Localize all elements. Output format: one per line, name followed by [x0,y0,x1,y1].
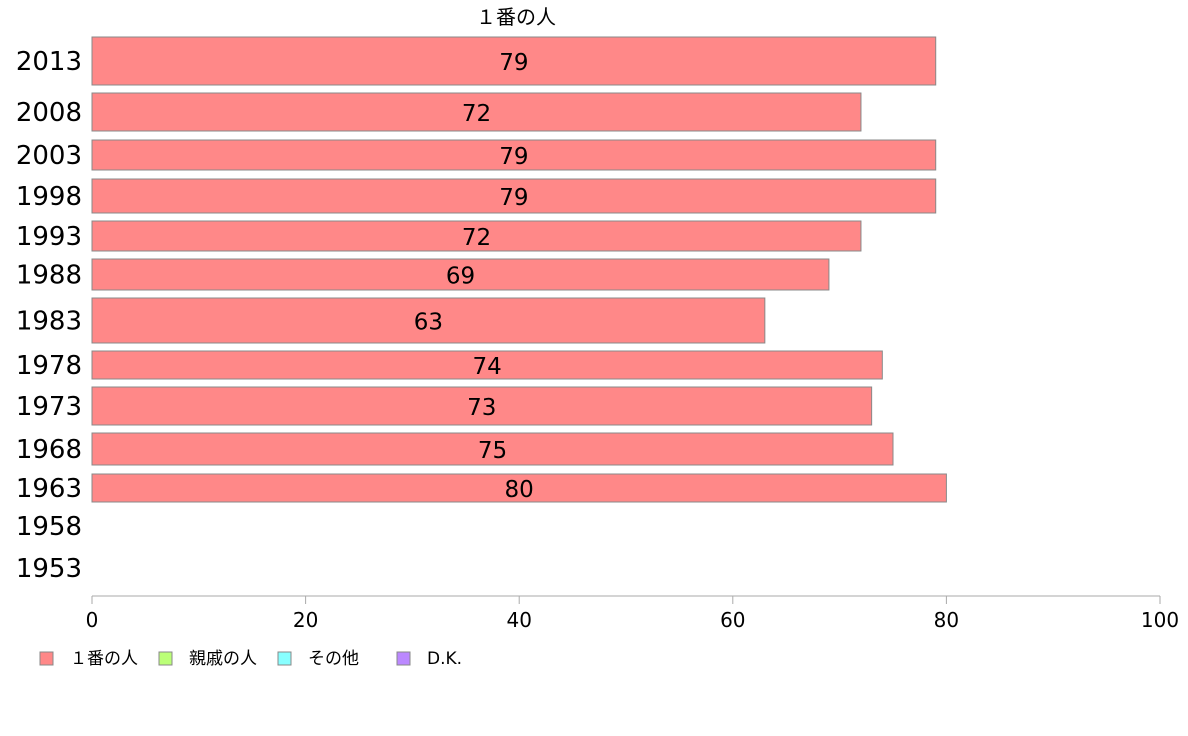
bar [91,92,862,132]
category-label: 2008 [16,98,82,128]
data-label: 79 [499,185,528,211]
data-label: 73 [467,395,496,421]
legend: １番の人 親戚の人 その他 D.K. [39,649,462,669]
x-tick-label: 40 [506,608,531,632]
data-label: 74 [473,354,502,380]
legend-swatch [158,651,173,666]
x-tick-label: 60 [720,608,745,632]
data-label: 80 [505,477,534,503]
category-label: 1983 [16,307,82,337]
data-label: 63 [414,310,443,336]
x-tick-label: 20 [293,608,318,632]
data-label: 72 [462,101,491,127]
x-tick-label: 0 [86,608,99,632]
bar [91,36,937,86]
x-tick-label: 80 [934,608,959,632]
bar [91,220,862,252]
data-label: 72 [462,225,491,251]
bar [91,386,873,426]
category-label: 1963 [16,474,82,504]
data-label: 79 [499,50,528,76]
legend-label: D.K. [427,649,462,669]
category-label: 2013 [16,47,82,77]
category-label: 1973 [16,392,82,422]
legend-label: 親戚の人 [189,649,257,669]
legend-swatch [277,651,292,666]
legend-swatch [396,651,411,666]
bar [91,350,883,380]
category-label: 1968 [16,435,82,465]
category-label: 1953 [16,554,82,584]
category-labels-layer: 2013 2008 2003 1998 1993 1988 1983 1978 1973 1968… [16,47,82,584]
x-tick-label: 100 [1141,608,1179,632]
bar [91,297,766,344]
bars-layer [91,36,947,503]
bar [91,139,937,171]
legend-label: １番の人 [70,649,138,669]
bar [91,178,937,214]
data-label: 79 [499,144,528,170]
bar [91,258,830,291]
category-label: 1988 [16,261,82,291]
category-label: 1958 [16,512,82,542]
bar [91,473,947,503]
legend-label: その他 [308,649,359,669]
category-label: 2003 [16,141,82,171]
bar [91,432,894,466]
category-label: 1998 [16,182,82,212]
category-label: 1978 [16,351,82,381]
chart-title: １番の人 [476,5,556,29]
x-axis: 0 20 40 60 80 100 [86,595,1179,632]
category-label: 1993 [16,222,82,252]
data-label: 69 [446,264,475,290]
data-label: 75 [478,438,507,464]
legend-swatch [39,651,54,666]
